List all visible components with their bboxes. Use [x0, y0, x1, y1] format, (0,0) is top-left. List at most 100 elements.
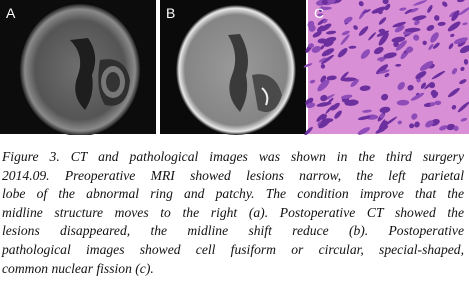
figure-images: A B C — [0, 0, 469, 135]
panel-label: B — [166, 5, 175, 21]
cell-nucleus — [463, 59, 469, 65]
cell-nucleus — [358, 26, 369, 36]
cell-nucleus — [413, 0, 428, 6]
cell-nucleus — [308, 25, 316, 32]
cell-nucleus — [439, 125, 448, 131]
cell-nucleus — [378, 69, 390, 74]
cell-nucleus — [431, 70, 446, 80]
cell-nucleus — [365, 114, 379, 120]
cell-nucleus — [317, 13, 324, 17]
cell-nucleus — [426, 25, 435, 31]
cell-nucleus — [448, 43, 454, 50]
cell-nucleus — [318, 118, 331, 129]
cell-nucleus — [305, 97, 314, 105]
cell-nucleus — [358, 1, 364, 7]
cell-nucleus — [419, 60, 434, 71]
cell-nucleus — [317, 18, 326, 26]
cell-nucleus — [340, 71, 349, 80]
cell-nucleus — [396, 99, 410, 106]
cell-nucleus — [341, 30, 350, 36]
caption-line: common nuclear fission (c). — [2, 260, 464, 279]
cell-nucleus — [446, 123, 456, 131]
cell-nucleus — [343, 16, 353, 24]
cell-nucleus — [451, 10, 460, 22]
cell-nucleus — [376, 30, 390, 37]
panel-label: A — [6, 5, 16, 21]
cell-nucleus — [437, 21, 446, 26]
cell-nucleus — [429, 102, 436, 107]
cell-nucleus — [320, 45, 325, 50]
cell-nucleus — [447, 87, 460, 98]
cell-nucleus — [425, 120, 434, 128]
cell-nucleus — [330, 102, 340, 111]
cell-nucleus — [422, 40, 427, 46]
cell-nucleus — [368, 32, 377, 41]
cell-nucleus — [384, 3, 391, 11]
cell-nucleus — [450, 33, 455, 38]
cell-nucleus — [413, 34, 420, 41]
caption-line: Figure 3. CT and pathological images was… — [2, 148, 464, 167]
caption-text: lesions disappeared, the midline shift r… — [2, 223, 464, 239]
cell-nucleus — [460, 117, 468, 122]
cell-nucleus — [304, 126, 313, 135]
cell-nucleus — [320, 63, 326, 69]
cell-nucleus — [457, 101, 469, 113]
cell-nucleus — [430, 89, 437, 96]
caption-text: CT and pathological images was shown in … — [59, 149, 464, 164]
caption-text: pathological images showed cell fusiform… — [2, 241, 464, 257]
cell-nucleus — [348, 45, 357, 49]
caption-line: midline structure moves to the right (a)… — [2, 204, 464, 223]
panel-a: A — [0, 0, 156, 135]
cell-nucleus — [357, 127, 371, 135]
cell-nucleus — [394, 25, 405, 33]
cell-nucleus — [392, 21, 406, 28]
cell-nucleus — [457, 0, 465, 3]
cell-nucleus — [404, 8, 413, 15]
cell-nucleus — [319, 23, 332, 32]
cell-nucleus — [407, 84, 414, 91]
cell-nucleus — [337, 48, 348, 58]
caption-text: lobe of the abnormal ring and patchy. Th… — [2, 186, 464, 202]
cell-nucleus — [378, 17, 387, 25]
cell-nucleus — [316, 113, 325, 122]
cell-nucleus — [324, 36, 337, 43]
caption-text: 2014.09. Preoperative MRI showed lesions… — [2, 167, 464, 183]
cell-nucleus — [378, 28, 386, 33]
panel-c: C — [303, 0, 469, 135]
cell-nucleus — [395, 40, 407, 51]
figure-caption: Figure 3. CT and pathological images was… — [2, 148, 464, 278]
cell-nucleus — [318, 57, 327, 63]
cell-nucleus — [420, 82, 427, 89]
cell-nucleus — [399, 7, 407, 11]
cell-nucleus — [451, 68, 458, 75]
cell-nucleus — [383, 52, 397, 59]
caption-text: common nuclear fission (c). — [2, 260, 154, 276]
cell-nucleus — [327, 97, 334, 104]
cell-nucleus — [321, 54, 334, 65]
cell-nucleus — [427, 5, 433, 13]
cell-nucleus — [404, 27, 421, 33]
cell-nucleus — [405, 46, 414, 53]
cell-nucleus — [362, 9, 371, 14]
cell-nucleus — [326, 30, 337, 35]
cell-nucleus — [321, 48, 335, 57]
cell-nucleus — [460, 66, 465, 72]
cell-nucleus — [318, 6, 332, 11]
cell-nucleus — [414, 19, 420, 26]
cell-nucleus — [353, 25, 358, 30]
cell-nucleus — [378, 32, 389, 46]
cell-nucleus — [323, 19, 328, 24]
cell-nucleus — [415, 71, 427, 80]
caption-line: lobe of the abnormal ring and patchy. Th… — [2, 185, 464, 204]
cell-nucleus — [340, 34, 350, 45]
cell-nucleus — [379, 113, 385, 119]
cell-nucleus — [458, 6, 469, 16]
cell-nucleus — [391, 36, 406, 43]
cell-nucleus — [321, 0, 328, 5]
cell-nucleus — [434, 100, 442, 106]
cell-nucleus — [414, 121, 420, 128]
caption-label: Figure 3. — [2, 149, 60, 164]
cell-nucleus — [373, 46, 384, 55]
cell-nucleus — [325, 104, 334, 114]
cell-nucleus — [379, 120, 388, 133]
